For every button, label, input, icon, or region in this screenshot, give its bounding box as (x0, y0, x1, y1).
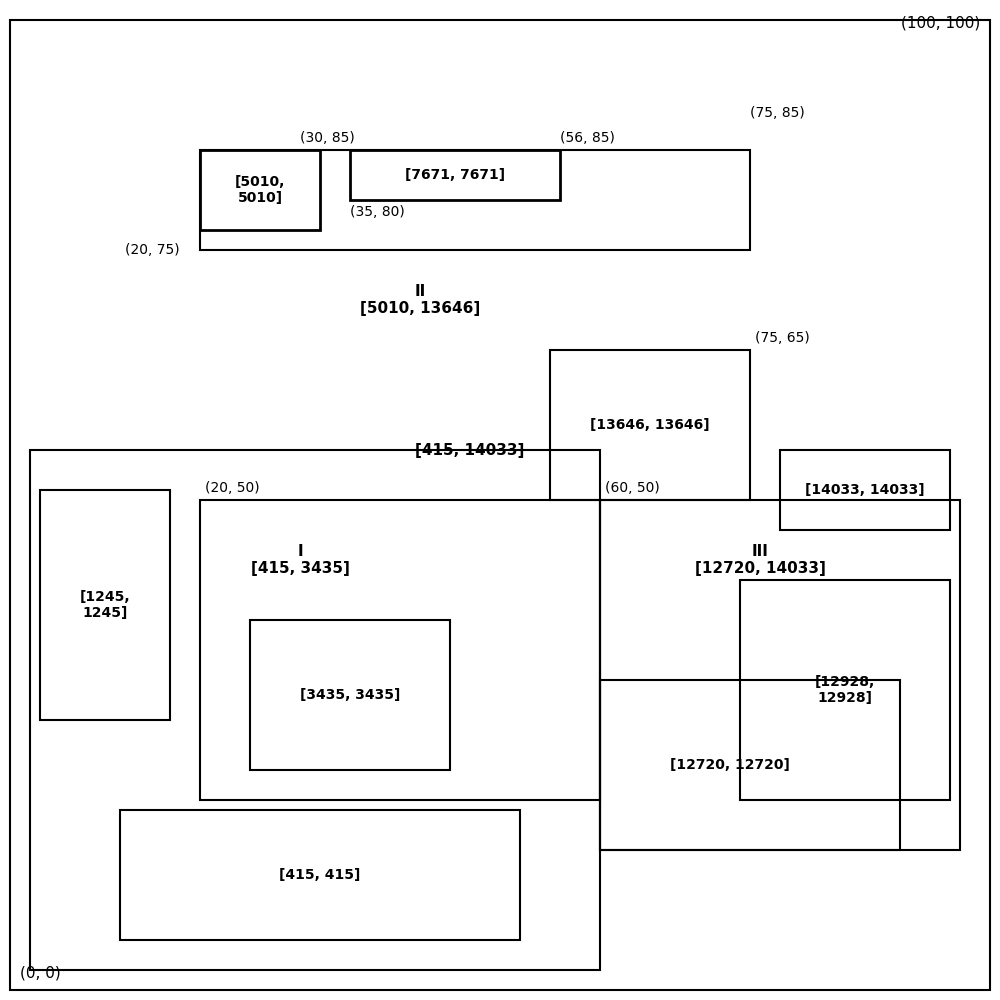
Bar (200, 150, 320, 230)
Text: (35, 80): (35, 80) (350, 205, 405, 219)
Text: [12928,
12928]: [12928, 12928] (815, 675, 875, 705)
Text: (75, 65): (75, 65) (755, 331, 810, 345)
Bar (40, 490, 170, 720)
Bar (350, 150, 560, 200)
Bar (120, 810, 520, 940)
Text: III
[12720, 14033]: III [12720, 14033] (695, 544, 825, 576)
Text: [1245,
1245]: [1245, 1245] (80, 590, 130, 620)
Bar (250, 620, 450, 770)
Text: I
[415, 3435]: I [415, 3435] (251, 544, 349, 576)
Text: [7671, 7671]: [7671, 7671] (405, 168, 505, 182)
Text: [415, 415]: [415, 415] (279, 868, 361, 882)
Text: (30, 85): (30, 85) (300, 131, 355, 145)
Text: (20, 50): (20, 50) (205, 481, 260, 495)
Text: (56, 85): (56, 85) (560, 131, 615, 145)
Bar (600, 680, 900, 850)
Bar (30, 450, 600, 970)
Text: (0, 0): (0, 0) (20, 965, 61, 980)
Text: [13646, 13646]: [13646, 13646] (590, 418, 710, 432)
Text: (20, 75): (20, 75) (125, 243, 180, 257)
Bar (200, 500, 600, 800)
Text: (100, 100): (100, 100) (901, 15, 980, 30)
Text: [3435, 3435]: [3435, 3435] (300, 688, 400, 702)
Text: [14033, 14033]: [14033, 14033] (805, 483, 925, 497)
Bar (740, 580, 950, 800)
Bar (550, 350, 750, 500)
Bar (780, 450, 950, 530)
Bar (600, 500, 960, 850)
Text: (75, 85): (75, 85) (750, 106, 805, 120)
Text: (60, 50): (60, 50) (605, 481, 660, 495)
Text: [5010,
5010]: [5010, 5010] (235, 175, 285, 205)
Bar (200, 150, 750, 250)
Text: [12720, 12720]: [12720, 12720] (670, 758, 790, 772)
Text: II
[5010, 13646]: II [5010, 13646] (360, 284, 480, 316)
Text: [415, 14033]: [415, 14033] (415, 442, 525, 458)
